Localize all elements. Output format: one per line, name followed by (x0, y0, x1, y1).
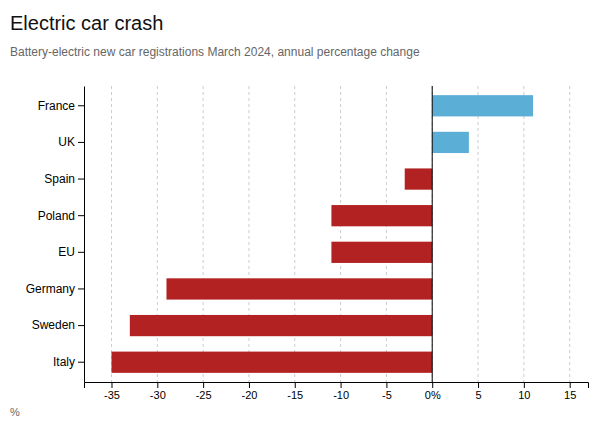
x-tick-label: 10 (518, 389, 530, 401)
x-tick: -15 (287, 382, 303, 401)
x-tick-label: -30 (150, 389, 166, 401)
grid (111, 86, 569, 382)
grid-line (569, 86, 570, 382)
bar (111, 352, 432, 373)
x-axis: -35 -30 -25 -20 -15 -10 -5 0% 5 10 15 (85, 382, 589, 401)
bar (432, 132, 469, 153)
y-axis-line (84, 87, 85, 383)
grid-line (157, 86, 158, 382)
y-tick: Poland (38, 209, 84, 223)
grid-line (203, 86, 204, 382)
y-tick: Sweden (32, 318, 84, 332)
x-tick: 0% (425, 382, 441, 401)
x-tick-label: 0% (425, 389, 441, 401)
y-tick-label: Spain (44, 172, 75, 186)
x-tick: -20 (241, 382, 257, 401)
bar (331, 205, 432, 226)
x-tick-label: -10 (333, 389, 349, 401)
x-tick: -10 (333, 382, 349, 401)
grid-line (294, 86, 295, 382)
y-tick: Italy (53, 355, 84, 369)
grid-line (340, 86, 341, 382)
x-tick-label: -35 (104, 389, 120, 401)
title: Electric car crash (10, 12, 163, 34)
x-tick-label: 15 (564, 389, 576, 401)
plot: -35 -30 -25 -20 -15 -10 -5 0% 5 10 15 France UK Spain… (26, 86, 589, 401)
y-tick-mark (78, 288, 84, 289)
x-tick: -30 (150, 382, 166, 401)
y-tick-label: Poland (38, 209, 75, 223)
grid-line (432, 86, 433, 382)
x-tick-label: 5 (475, 389, 481, 401)
y-tick-label: France (38, 99, 76, 113)
y-tick: France (38, 99, 84, 113)
bar (130, 315, 432, 336)
x-tick-label: -5 (382, 389, 392, 401)
x-tick-mark (203, 382, 204, 388)
x-tick: 10 (518, 382, 530, 401)
y-tick-mark (78, 142, 84, 143)
x-tick-mark (386, 382, 387, 388)
bar (432, 95, 533, 116)
y-tick-label: Sweden (32, 318, 75, 332)
y-tick: UK (58, 135, 84, 149)
chart-container: Electric car crash Battery-electric new c… (0, 0, 612, 426)
x-tick-mark (111, 382, 112, 388)
y-tick-mark (78, 325, 84, 326)
x-tick-label: -20 (241, 389, 257, 401)
chart: Electric car crash Battery-electric new c… (0, 0, 612, 426)
y-tick-label: Italy (53, 355, 75, 369)
x-tick-mark (570, 382, 571, 388)
y-tick: Spain (44, 172, 84, 186)
x-tick-mark (432, 382, 433, 388)
y-tick: Germany (26, 282, 84, 296)
x-tick-mark (341, 382, 342, 388)
x-tick-mark (157, 382, 158, 388)
y-tick-mark (78, 215, 84, 216)
y-tick-label: Germany (26, 282, 75, 296)
y-tick-mark (78, 105, 84, 106)
y-tick-mark (78, 252, 84, 253)
x-axis-line (85, 383, 589, 389)
grid-line (111, 86, 112, 382)
x-tick-label: -15 (287, 389, 303, 401)
bar (405, 168, 432, 189)
bars (111, 95, 533, 373)
x-tick-mark (249, 382, 250, 388)
y-tick: EU (58, 245, 84, 259)
y-tick-label: UK (58, 135, 75, 149)
subtitle: Battery-electric new car registrations M… (10, 45, 420, 59)
x-tick: 15 (564, 382, 576, 401)
x-tick: -25 (196, 382, 212, 401)
x-tick-mark (478, 382, 479, 388)
grid-line (248, 86, 249, 382)
grid-line (523, 86, 524, 382)
x-tick-label: -25 (196, 389, 212, 401)
y-axis: France UK Spain Poland EU Germany Sweden Italy (26, 87, 85, 383)
bar (166, 278, 432, 299)
x-tick: 5 (475, 382, 481, 401)
x-tick-mark (295, 382, 296, 388)
y-tick-mark (78, 179, 84, 180)
bar (331, 242, 432, 263)
zero-line (432, 86, 433, 382)
grid-line (386, 86, 387, 382)
y-tick-label: EU (58, 245, 75, 259)
x-tick-mark (524, 382, 525, 388)
x-tick: -35 (104, 382, 120, 401)
y-tick-mark (78, 362, 84, 363)
x-tick: -5 (382, 382, 392, 401)
grid-line (478, 86, 479, 382)
x-axis-label: % (10, 406, 20, 418)
